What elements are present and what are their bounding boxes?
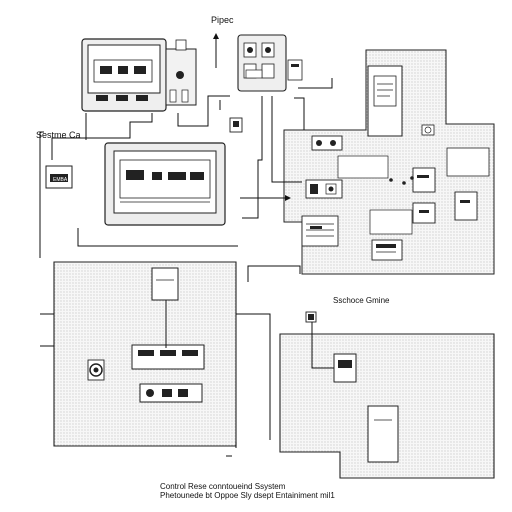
panel-right-c xyxy=(412,167,436,193)
caption-line-1: Control Rese conntoueind Ssystem xyxy=(160,482,286,491)
caption-line-2: Phetounede bt Oppoe Sly dsept Entainimen… xyxy=(160,491,335,500)
label-left: Sestme Ca xyxy=(36,130,81,140)
label-right: Sschoce Gmine xyxy=(333,296,390,305)
device-lower-b xyxy=(131,344,205,370)
device-mid-b xyxy=(301,215,339,247)
device-lower-right-b xyxy=(367,405,399,463)
label-top: Pipec xyxy=(211,15,234,25)
device-lower-a xyxy=(151,267,179,301)
panel-right-b xyxy=(454,191,478,221)
left-panel-tag: EMBA xyxy=(53,177,68,183)
panel-right-a xyxy=(446,147,490,177)
wiring xyxy=(39,33,334,457)
